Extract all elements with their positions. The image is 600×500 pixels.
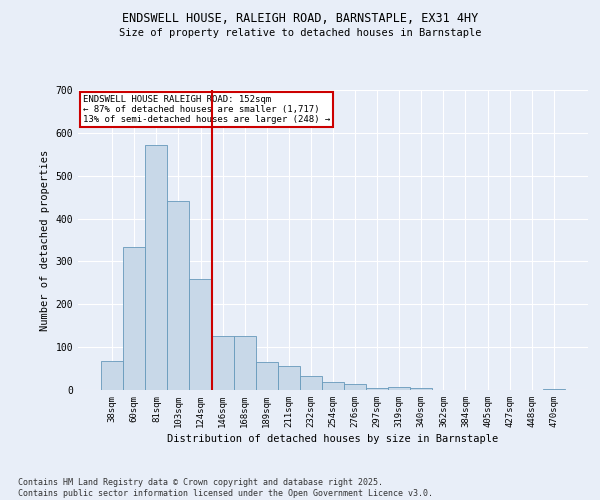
Bar	[145, 146, 167, 390]
Bar	[300, 376, 322, 390]
Bar	[410, 388, 433, 390]
Bar	[233, 336, 256, 390]
Bar	[543, 388, 565, 390]
Text: Contains HM Land Registry data © Crown copyright and database right 2025.
Contai: Contains HM Land Registry data © Crown c…	[18, 478, 433, 498]
Bar	[212, 336, 233, 390]
Bar	[322, 382, 344, 390]
Bar	[101, 361, 123, 390]
Bar	[190, 280, 212, 390]
Bar	[344, 384, 366, 390]
Bar	[278, 366, 300, 390]
Text: ENDSWELL HOUSE, RALEIGH ROAD, BARNSTAPLE, EX31 4HY: ENDSWELL HOUSE, RALEIGH ROAD, BARNSTAPLE…	[122, 12, 478, 26]
Bar	[167, 202, 190, 390]
X-axis label: Distribution of detached houses by size in Barnstaple: Distribution of detached houses by size …	[167, 434, 499, 444]
Bar	[388, 387, 410, 390]
Bar	[123, 248, 145, 390]
Text: Size of property relative to detached houses in Barnstaple: Size of property relative to detached ho…	[119, 28, 481, 38]
Bar	[256, 362, 278, 390]
Text: ENDSWELL HOUSE RALEIGH ROAD: 152sqm
← 87% of detached houses are smaller (1,717): ENDSWELL HOUSE RALEIGH ROAD: 152sqm ← 87…	[83, 94, 331, 124]
Y-axis label: Number of detached properties: Number of detached properties	[40, 150, 50, 330]
Bar	[366, 388, 388, 390]
